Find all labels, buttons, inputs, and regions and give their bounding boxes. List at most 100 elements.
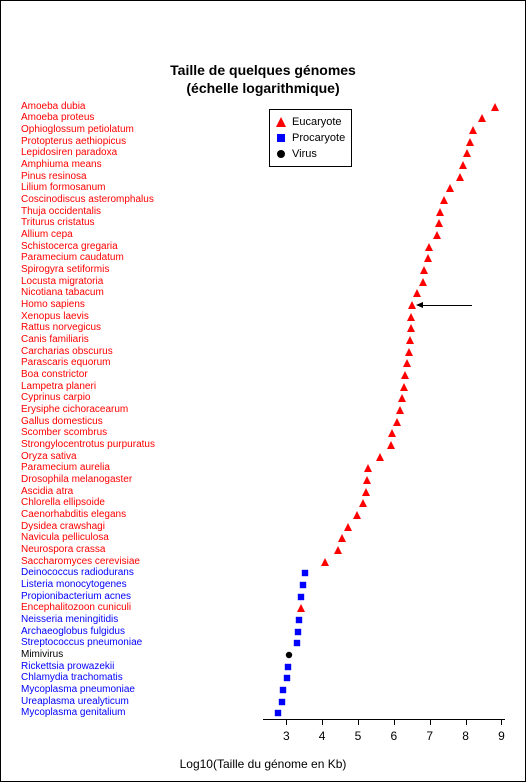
species-label: Lepidosiren paradoxa [21,148,117,158]
data-marker [408,301,416,309]
species-label: Navicula pelliculosa [21,533,109,543]
data-marker [284,663,292,671]
species-label: Triturus cristatus [21,218,95,228]
legend-item: Procaryote [274,130,345,146]
x-tick [322,719,323,725]
square-icon [274,131,288,145]
species-label: Homo sapiens [21,300,85,310]
species-label: Cyprinus carpio [21,393,90,403]
species-label: Lilium formosanum [21,183,105,193]
x-axis-line [263,719,505,720]
data-marker [274,709,282,717]
data-marker [278,698,286,706]
x-tick-label: 6 [391,729,398,743]
species-label: Xenopus laevis [21,312,89,322]
legend-box: Eucaryote Procaryote Virus [269,109,352,167]
species-label: Propionibacterium acnes [21,592,131,602]
legend-label: Eucaryote [292,116,342,128]
data-marker [436,208,444,216]
species-label: Boa constrictor [21,370,88,380]
species-label: Rickettsia prowazekii [21,662,114,672]
species-label: Allium cepa [21,230,73,240]
data-marker [344,523,352,531]
species-label: Amoeba dubia [21,102,86,112]
data-marker [279,686,287,694]
legend-label: Virus [292,148,317,160]
species-label: Erysiphe cichoracearum [21,405,128,415]
species-label: Dysidea crawshagi [21,522,105,532]
data-marker [466,138,474,146]
x-tick [430,719,431,725]
species-label: Amoeba proteus [21,113,94,123]
data-marker [425,243,433,251]
data-marker [293,639,301,647]
species-label: Nicotiana tabacum [21,288,104,298]
data-marker [440,196,448,204]
species-label: Paramecium caudatum [21,253,124,263]
chart-frame: Taille de quelques génomes (échelle loga… [0,0,526,782]
data-marker [364,464,372,472]
data-marker [401,371,409,379]
data-marker [376,453,384,461]
data-marker [459,161,467,169]
data-marker [294,628,302,636]
species-label: Spirogyra setiformis [21,265,109,275]
data-marker [419,278,427,286]
data-marker [393,418,401,426]
x-tick-label: 5 [355,729,362,743]
x-tick-label: 4 [319,729,326,743]
data-marker [353,511,361,519]
species-label: Ophioglossum petiolatum [21,125,134,135]
data-marker [297,593,305,601]
species-label: Rattus norvegicus [21,323,101,333]
species-label: Ascidia atra [21,487,73,497]
species-label: Coscinodiscus asteromphalus [21,195,154,205]
species-label: Chlamydia trachomatis [21,673,123,683]
data-marker [478,114,486,122]
x-tick-label: 3 [283,729,290,743]
species-label: Strongylocentrotus purpuratus [21,440,155,450]
x-tick-label: 9 [498,729,505,743]
species-label: Protopterus aethiopicus [21,137,126,147]
species-label: Listeria monocytogenes [21,580,127,590]
data-marker [491,103,499,111]
data-marker [420,266,428,274]
data-marker [398,394,406,402]
legend-item: Virus [274,146,345,162]
x-tick [466,719,467,725]
species-label: Lampetra planeri [21,382,96,392]
species-label: Carcharias obscurus [21,347,113,357]
data-marker [299,581,307,589]
species-label: Locusta migratoria [21,277,103,287]
title-line-2: (échelle logarithmique) [186,80,339,96]
data-marker [463,149,471,157]
x-tick-label: 7 [426,729,433,743]
data-marker [285,651,293,659]
data-marker [469,126,477,134]
data-marker [362,488,370,496]
data-marker [456,173,464,181]
data-marker [297,604,305,612]
title-line-1: Taille de quelques génomes [170,62,356,78]
x-tick [358,719,359,725]
x-axis-label: Log10(Taille du génome en Kb) [1,757,525,771]
species-label: Paramecium aurelia [21,463,110,473]
data-marker [433,231,441,239]
circle-icon [274,147,288,161]
species-label: Neurospora crassa [21,545,105,555]
legend-item: Eucaryote [274,114,345,130]
species-label: Oryza sativa [21,452,77,462]
data-marker [400,383,408,391]
data-marker [405,348,413,356]
data-marker [283,674,291,682]
species-label: Mimivirus [21,650,63,660]
x-tick [286,719,287,725]
species-label: Ureaplasma urealyticum [21,697,129,707]
species-label: Schistocerca gregaria [21,242,118,252]
species-label: Mycoplasma genitalium [21,708,126,718]
data-marker [363,476,371,484]
species-label: Chlorella ellipsoide [21,498,105,508]
data-marker [424,254,432,262]
data-marker [387,441,395,449]
species-label: Encephalitozoon cuniculi [21,603,131,613]
